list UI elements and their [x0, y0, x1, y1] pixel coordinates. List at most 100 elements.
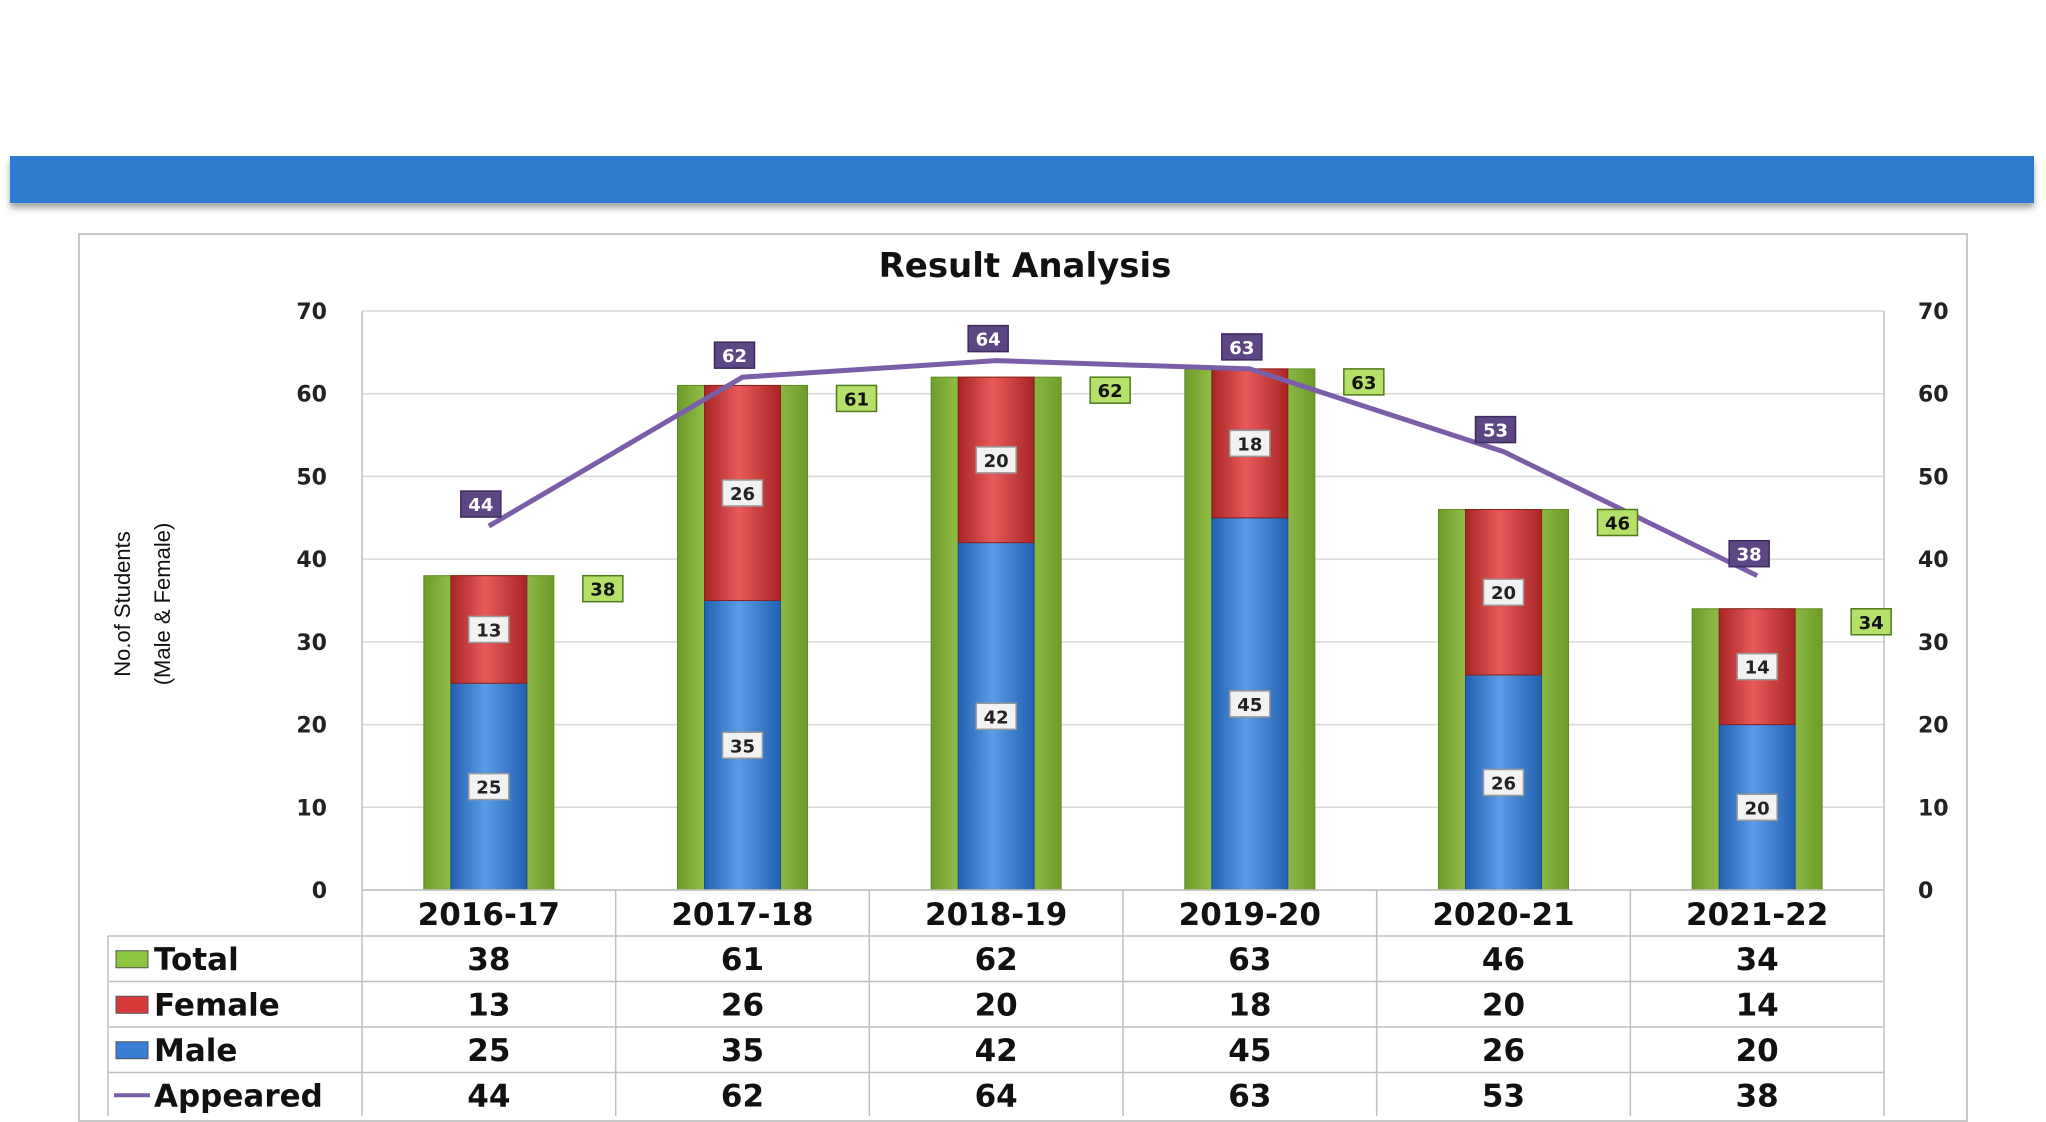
- y-tick-right: 60: [1918, 383, 1949, 408]
- label-appeared-2021-22-box: [1728, 539, 1770, 568]
- label-male-2020-21-text: 26: [1491, 773, 1516, 794]
- data-table: 2016-17 2017-18 2018-19 2019-20 2020-21 2021-…: [107, 889, 1885, 1116]
- table-cell-appeared: 62: [721, 1078, 764, 1114]
- table-cell-total: 46: [1482, 942, 1525, 978]
- y-tick-right: 40: [1918, 548, 1949, 573]
- label-female-2018-19-text: 20: [984, 451, 1009, 472]
- x-tick-label: 2017-18: [671, 897, 813, 933]
- label-male-2018-19: 42: [975, 702, 1017, 731]
- table-cell-female: 14: [1736, 987, 1779, 1023]
- label-total-2017-18: 61: [835, 384, 878, 413]
- label-appeared-2017-18-box: [713, 341, 756, 369]
- label-female-2018-19-box: [975, 446, 1017, 474]
- label-male-2021-22: 20: [1736, 793, 1778, 822]
- label-appeared-2017-18-text: 62: [722, 346, 747, 367]
- label-female-2020-21-text: 20: [1491, 583, 1516, 604]
- label-total-2018-19: 62: [1089, 376, 1131, 404]
- label-total-2020-21-text: 46: [1605, 514, 1630, 535]
- label-appeared-2019-20-text: 63: [1229, 338, 1254, 359]
- label-female-2016-17-box: [468, 615, 510, 644]
- y-axis-title-line2: (Male & Female): [150, 523, 175, 686]
- label-male-2018-19-box: [975, 702, 1017, 731]
- y-axis-title: No.of Students (Male & Female): [110, 523, 175, 686]
- label-appeared-2016-17-box: [460, 490, 502, 518]
- table-cell-male: 42: [975, 1033, 1018, 1069]
- label-female-2017-18-box: [721, 479, 764, 507]
- table-cell-female: 13: [467, 987, 510, 1023]
- label-male-2019-20-box: [1229, 690, 1271, 718]
- label-male-2020-21-box: [1482, 768, 1525, 797]
- label-total-2021-22: 34: [1850, 608, 1892, 636]
- label-female-2016-17-text: 13: [476, 620, 501, 641]
- chart-title: Result Analysis: [879, 246, 1172, 286]
- label-appeared-2021-22: 38: [1728, 539, 1770, 568]
- label-female-2020-21-box: [1482, 578, 1525, 606]
- label-appeared-2018-19: 64: [967, 324, 1009, 353]
- label-female-2017-18: 26: [721, 479, 764, 507]
- label-total-2020-21-box: [1596, 508, 1639, 537]
- table-cell-total: 63: [1228, 942, 1271, 978]
- table-cell-total: 61: [721, 942, 764, 978]
- label-appeared-2016-17-text: 44: [468, 495, 493, 516]
- label-total-2020-21: 46: [1596, 508, 1639, 537]
- y-axis-right: 0 10 20 30 40 50 60 70: [1918, 300, 1949, 904]
- label-total-2016-17-box: [582, 574, 624, 603]
- label-male-2016-17: 25: [468, 772, 510, 801]
- table-cell-female: 20: [1482, 987, 1525, 1023]
- table-cell-female: 26: [721, 987, 764, 1023]
- y-tick-left: 20: [296, 714, 327, 739]
- label-male-2018-19-text: 42: [984, 707, 1009, 728]
- legend-label-total: Total: [154, 942, 239, 978]
- label-total-2019-20-box: [1343, 368, 1385, 396]
- label-female-2019-20-text: 18: [1237, 434, 1262, 455]
- label-male-2016-17-text: 25: [476, 778, 501, 799]
- bars: [423, 368, 1823, 891]
- y-tick-right: 50: [1918, 465, 1949, 490]
- data-labels: 25 13 38 35 26 61 42 20 62 45 18 63 26 20 46 20 14 34 44 62…: [460, 324, 1892, 822]
- label-female-2018-19: 20: [975, 446, 1017, 474]
- y-tick-right: 70: [1918, 300, 1949, 325]
- label-appeared-2020-21: 53: [1474, 415, 1517, 444]
- table-cell-male: 26: [1482, 1033, 1525, 1069]
- y-tick-right: 10: [1918, 796, 1949, 821]
- table-cell-appeared: 38: [1736, 1078, 1779, 1114]
- label-female-2019-20: 18: [1229, 429, 1271, 458]
- label-female-2020-21: 20: [1482, 578, 1525, 606]
- label-total-2018-19-text: 62: [1098, 381, 1123, 402]
- table-cell-female: 18: [1228, 987, 1271, 1023]
- label-total-2017-18-text: 61: [844, 389, 869, 410]
- y-axis-title-line1: No.of Students: [110, 531, 135, 677]
- label-appeared-2018-19-box: [967, 324, 1009, 353]
- label-appeared-2020-21-box: [1474, 415, 1517, 444]
- label-male-2019-20-text: 45: [1237, 695, 1262, 716]
- label-appeared-2019-20-box: [1221, 333, 1263, 361]
- y-axis-left: 0 10 20 30 40 50 60 70: [296, 300, 327, 904]
- label-male-2017-18-box: [721, 731, 764, 759]
- x-tick-label: 2021-22: [1686, 897, 1828, 933]
- bar-female-2021-22: [1718, 608, 1796, 726]
- legend-label-female: Female: [154, 987, 280, 1023]
- table-cell-total: 34: [1736, 942, 1779, 978]
- label-total-2019-20: 63: [1343, 368, 1385, 396]
- label-male-2016-17-box: [468, 772, 510, 801]
- appeared-polyline: [487, 358, 1759, 578]
- label-female-2021-22: 14: [1736, 652, 1778, 681]
- label-total-2016-17: 38: [582, 574, 624, 603]
- label-female-2016-17: 13: [468, 615, 510, 644]
- legend-label-appeared: Appeared: [154, 1078, 323, 1114]
- table-cell-appeared: 63: [1228, 1078, 1271, 1114]
- table-cell-total: 38: [467, 942, 510, 978]
- label-female-2021-22-box: [1736, 652, 1778, 681]
- label-total-2019-20-text: 63: [1351, 373, 1376, 394]
- table-cell-male: 25: [467, 1033, 510, 1069]
- y-tick-left: 70: [296, 300, 327, 325]
- table-cell-male: 35: [721, 1033, 764, 1069]
- y-tick-left: 30: [296, 631, 327, 656]
- x-tick-label: 2019-20: [1179, 897, 1321, 933]
- label-appeared-2018-19-text: 64: [976, 330, 1001, 351]
- y-tick-left: 60: [296, 383, 327, 408]
- header-banner: [10, 156, 2034, 203]
- table-cell-appeared: 64: [975, 1078, 1018, 1114]
- label-female-2019-20-box: [1229, 429, 1271, 458]
